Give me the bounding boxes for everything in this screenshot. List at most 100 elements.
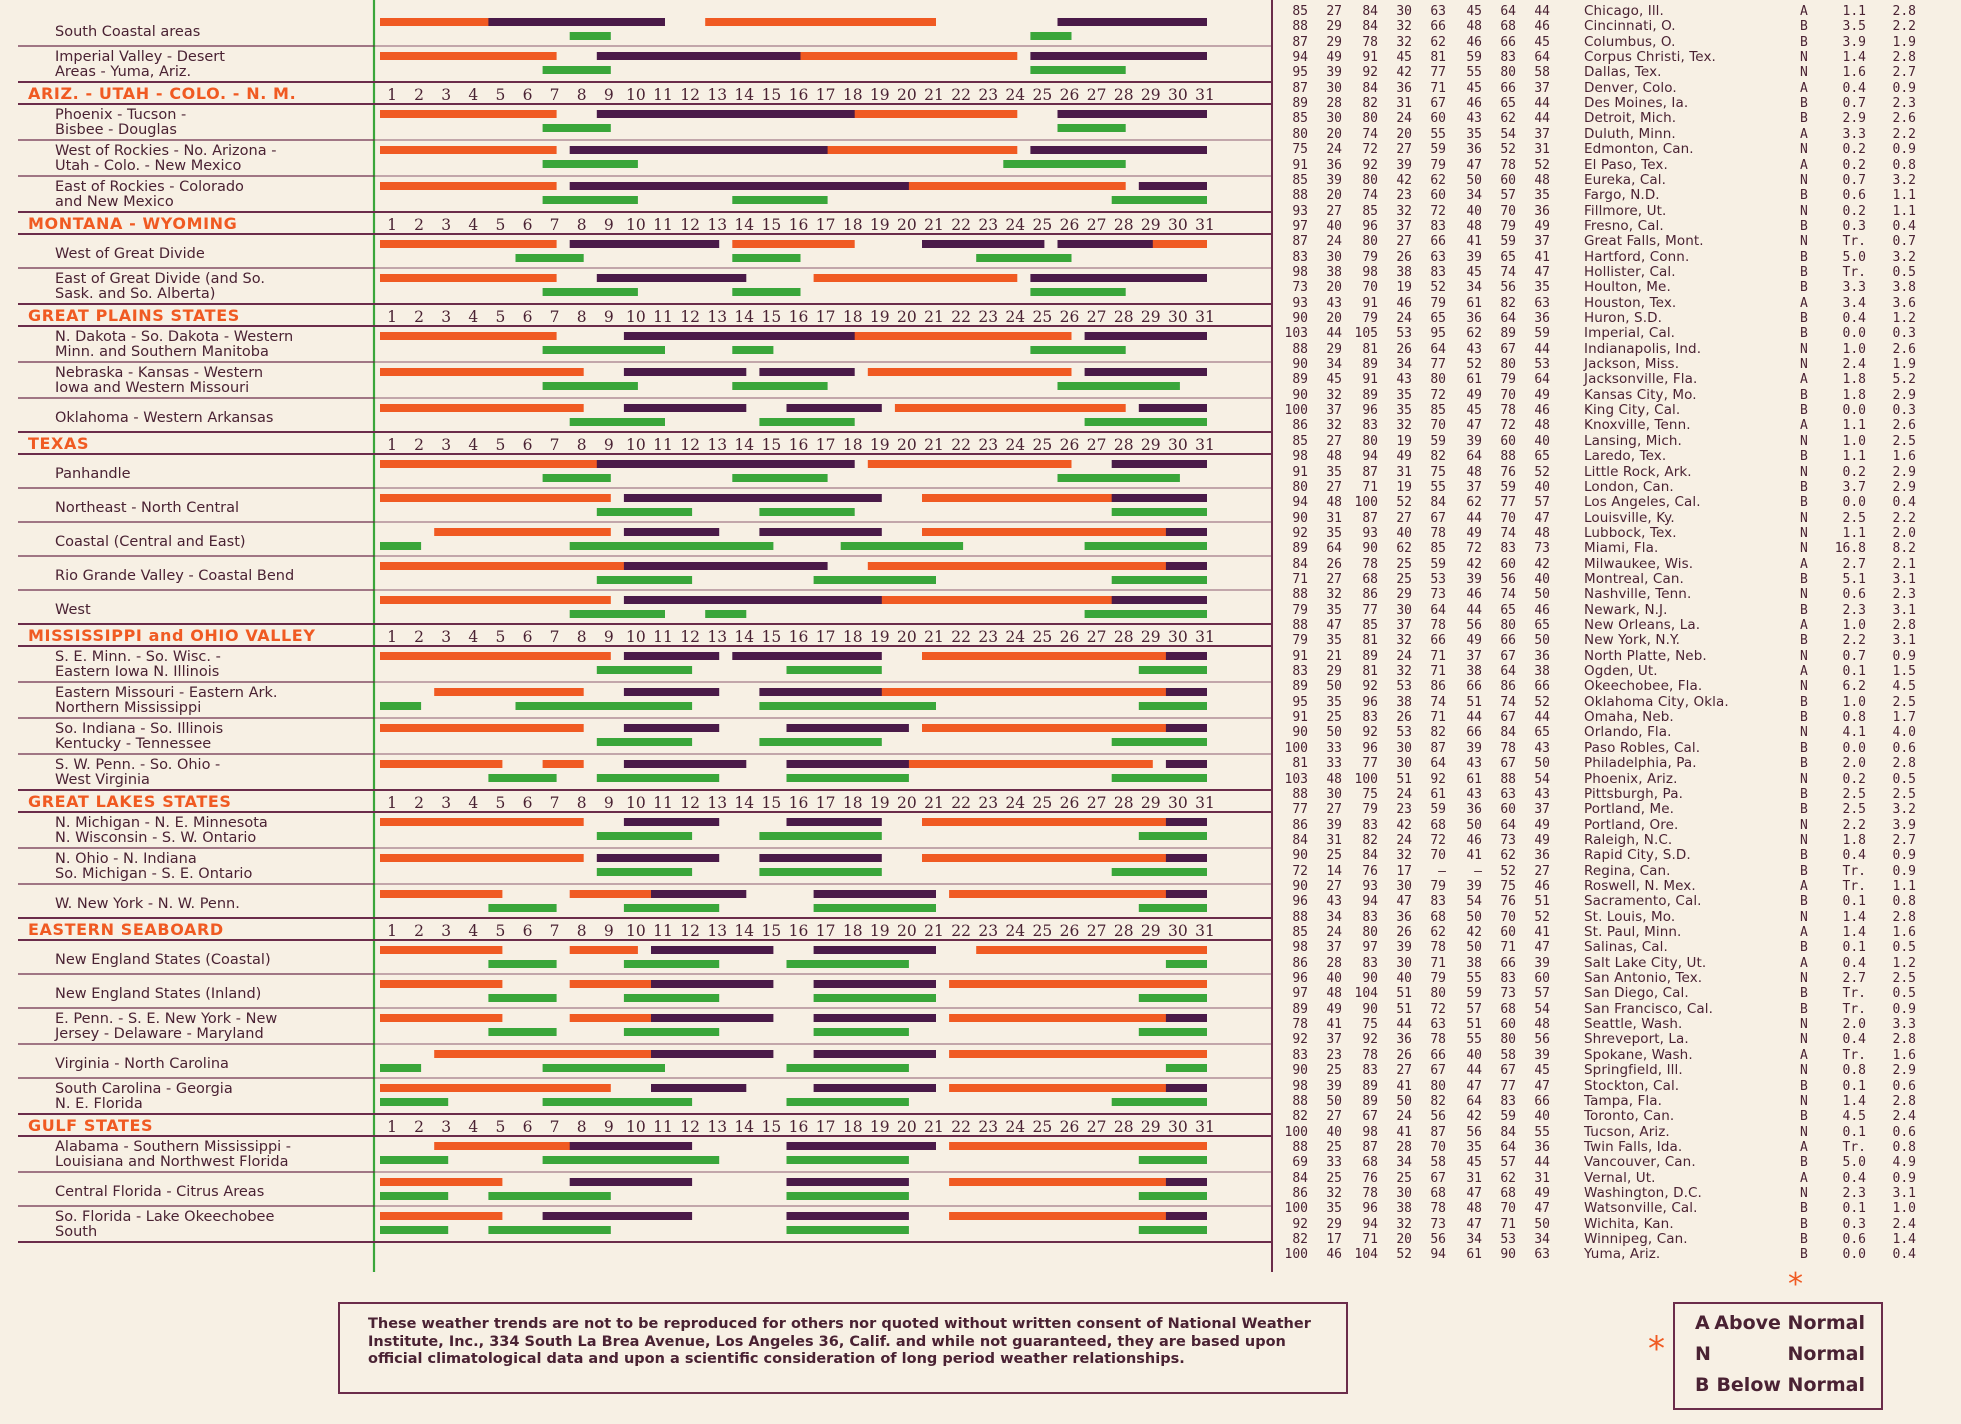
temp-value: 45	[1466, 264, 1482, 280]
normal-code: B	[1800, 940, 1808, 956]
day-number: 27	[1087, 1118, 1107, 1136]
section-header: ARIZ. - UTAH - COLO. - N. M.	[28, 84, 296, 103]
day-number: 3	[441, 86, 451, 104]
precip-value: 1.4	[1842, 1093, 1866, 1109]
day-number: 1	[387, 216, 397, 234]
day-number: 12	[680, 436, 700, 454]
below-normal-bar	[759, 688, 882, 696]
temp-value: 62	[1430, 172, 1446, 188]
normal-precip-value: 1.6	[1892, 449, 1916, 465]
city-row: 88 47 85 37 78 56 80 65 New Orleans, La. A 1.0 2.8	[1280, 617, 1961, 633]
precip-value: 3.7	[1842, 479, 1866, 495]
city-row: 89 50 92 53 86 66 86 66 Okeechobee, Fla. N 6.2 4.5	[1280, 678, 1961, 695]
below-normal-bar	[1165, 1014, 1207, 1022]
temp-value: 43	[1326, 295, 1342, 311]
normal-code: A	[1800, 1170, 1808, 1186]
legend-row-above: A Above Normal	[1695, 1312, 1875, 1338]
normal-precip-value: 3.1	[1892, 602, 1916, 618]
section-header: GREAT PLAINS STATES	[28, 306, 240, 325]
temp-value: 96	[1362, 694, 1378, 710]
temp-value: 27	[1396, 234, 1412, 250]
below-normal-bar	[1165, 1212, 1207, 1220]
above-normal-bar	[380, 1212, 503, 1220]
above-normal-bar	[949, 1212, 1207, 1220]
temp-value: 89	[1362, 1078, 1378, 1094]
normal-code: B	[1800, 786, 1808, 802]
temp-value: 24	[1396, 111, 1412, 127]
above-normal-bar	[840, 332, 1072, 340]
normal-precip-value: 2.2	[1892, 126, 1916, 142]
day-number: 6	[523, 436, 533, 454]
temp-value: 45	[1466, 403, 1482, 419]
precip-value: 0.8	[1842, 1063, 1866, 1079]
temp-value: 47	[1466, 1185, 1482, 1201]
normal-precip-value: 0.8	[1892, 894, 1916, 910]
temp-value: 35	[1326, 633, 1342, 649]
day-number: 28	[1114, 628, 1134, 646]
precipitation-bar	[1138, 904, 1207, 912]
precipitation-bar	[542, 160, 638, 168]
temp-value: 77	[1500, 495, 1516, 511]
city-row: 77 27 79 23 59 36 60 37 Portland, Me. B 2.5 3.2	[1280, 801, 1961, 818]
precipitation-bar	[1084, 542, 1207, 550]
normal-code: N	[1800, 679, 1808, 695]
temp-value: 66	[1534, 1093, 1550, 1109]
precip-value: Tr.	[1842, 1001, 1866, 1017]
below-normal-bar	[651, 1014, 774, 1022]
above-normal-bar	[380, 1178, 503, 1186]
above-normal-bar	[894, 182, 1126, 190]
normal-code: N	[1800, 510, 1808, 526]
precip-value: 1.1	[1842, 4, 1866, 19]
precipitation-bar	[759, 418, 855, 426]
temp-value: 97	[1362, 940, 1378, 956]
temp-value: 88	[1292, 19, 1308, 35]
normal-code: N	[1800, 1093, 1808, 1109]
temp-value: 94	[1362, 449, 1378, 465]
day-number: 24	[1005, 436, 1025, 454]
temp-value: 73	[1534, 541, 1550, 557]
temp-value: 83	[1430, 264, 1446, 280]
temp-value: 23	[1396, 188, 1412, 204]
below-normal-bar	[623, 562, 828, 570]
precipitation-bar	[542, 474, 611, 482]
below-normal-bar	[596, 274, 747, 282]
temp-value: 90	[1292, 311, 1308, 326]
precip-value: 0.7	[1842, 648, 1866, 664]
precip-value: 0.8	[1842, 710, 1866, 726]
city-row: 96 43 94 47 83 54 76 51 Sacramento, Cal. B 0.1 0.8	[1280, 893, 1961, 910]
day-number: 26	[1060, 794, 1080, 812]
normal-code: B	[1800, 1216, 1808, 1232]
city-name: Rapid City, S.D.	[1584, 847, 1691, 864]
city-name: Portland, Me.	[1584, 801, 1675, 818]
normal-precip-value: 4.0	[1892, 725, 1916, 741]
region-label: So. Michigan - S. E. Ontario	[55, 866, 252, 882]
temp-value: 34	[1534, 1232, 1550, 1247]
normal-code: A	[1800, 1047, 1808, 1063]
precipitation-bar	[569, 610, 665, 618]
normal-code: B	[1800, 848, 1808, 864]
temp-value: 54	[1534, 1001, 1550, 1017]
day-number: 1	[387, 86, 397, 104]
temp-value: 56	[1430, 1109, 1446, 1125]
precipitation-bar	[732, 346, 774, 354]
city-row: 88 50 89 50 82 64 83 66 Tampa, Fla. N 1.4 2.8	[1280, 1093, 1961, 1109]
city-row: 88 34 83 36 68 50 70 52 St. Louis, Mo. N 1.4 2.8	[1280, 909, 1961, 925]
day-number: 17	[816, 436, 836, 454]
temp-value: 26	[1396, 341, 1412, 357]
temp-value: 57	[1500, 188, 1516, 204]
city-name: Oklahoma City, Okla.	[1584, 693, 1729, 710]
precipitation-bar	[759, 738, 882, 746]
city-row: 98 37 97 39 78 50 71 47 Salinas, Cal. B 0.1 0.5	[1280, 939, 1961, 956]
temp-value: 79	[1292, 633, 1308, 649]
temp-value: 40	[1326, 971, 1342, 987]
temp-value: 78	[1430, 940, 1446, 956]
temp-value: 71	[1430, 664, 1446, 680]
city-name: Twin Falls, Ida.	[1584, 1138, 1683, 1155]
day-number: 6	[523, 794, 533, 812]
precipitation-bar	[596, 508, 693, 516]
day-number: 6	[523, 308, 533, 326]
temp-value: 48	[1534, 418, 1550, 434]
precipitation-bar	[623, 994, 720, 1002]
temp-value: 25	[1326, 1139, 1342, 1155]
day-number: 23	[978, 794, 998, 812]
